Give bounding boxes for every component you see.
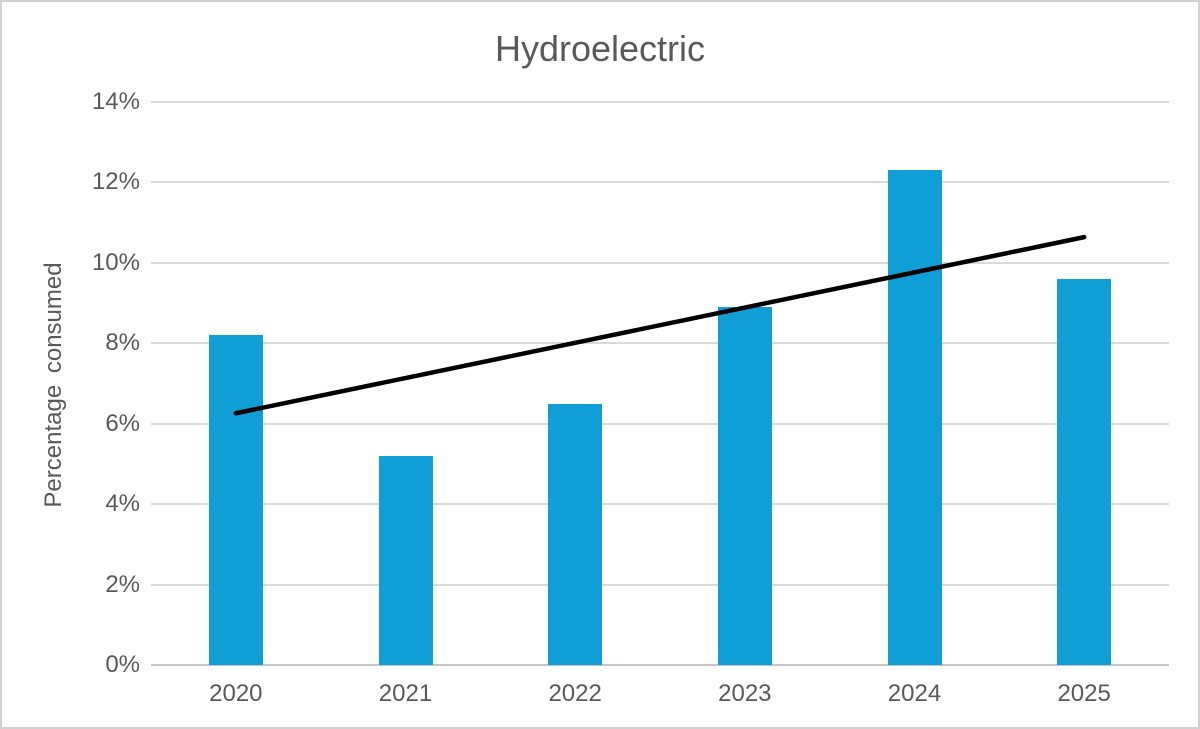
y-tick-label: 12% — [91, 168, 140, 196]
gridline — [151, 101, 1169, 103]
bar-2025 — [1057, 278, 1112, 665]
x-tick-label: 2025 — [1057, 680, 1111, 707]
x-axis-line — [151, 664, 1169, 666]
gridline — [151, 342, 1169, 345]
bar-2023 — [717, 307, 772, 665]
x-tick-label: 2023 — [718, 680, 772, 707]
bar-2024 — [887, 170, 942, 665]
gridline — [151, 422, 1169, 425]
x-tick-label: 2020 — [209, 680, 263, 707]
y-tick-label: 8% — [105, 329, 140, 357]
y-tick-label: 0% — [105, 651, 140, 678]
bar-2021 — [378, 455, 433, 665]
x-tick-label: 2022 — [548, 680, 602, 707]
gridline — [151, 503, 1169, 506]
y-tick-label: 6% — [105, 409, 140, 437]
y-tick-label: 10% — [91, 248, 140, 276]
y-tick-label: 4% — [105, 490, 140, 518]
bar-2020 — [208, 335, 263, 665]
gridline — [151, 583, 1169, 586]
gridline — [151, 181, 1169, 184]
x-tick-label: 2024 — [887, 680, 942, 707]
bar-2022 — [548, 403, 603, 665]
gridline — [151, 261, 1169, 264]
chart-title: Hydroelectric — [494, 28, 706, 69]
y-tick-label: 2% — [105, 570, 140, 598]
y-axis-title: Percentage consumed — [40, 262, 67, 508]
x-tick-label: 2021 — [378, 680, 433, 707]
y-tick-label: 14% — [91, 88, 140, 115]
